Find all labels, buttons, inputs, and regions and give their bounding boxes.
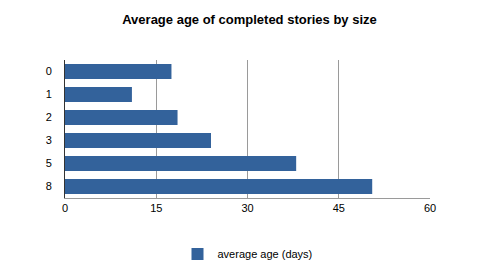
svg-text:0: 0 [62, 202, 68, 214]
svg-text:average age (days): average age (days) [218, 248, 313, 260]
svg-text:1: 1 [46, 88, 52, 100]
svg-text:30: 30 [241, 202, 253, 214]
svg-text:5: 5 [46, 157, 52, 169]
svg-text:15: 15 [150, 202, 162, 214]
svg-text:8: 8 [46, 180, 52, 192]
svg-text:2: 2 [46, 111, 52, 123]
svg-text:45: 45 [333, 202, 345, 214]
svg-text:Average age of completed stori: Average age of completed stories by size [122, 12, 377, 27]
svg-text:60: 60 [424, 202, 436, 214]
svg-text:0: 0 [46, 65, 52, 77]
svg-text:3: 3 [46, 134, 52, 146]
